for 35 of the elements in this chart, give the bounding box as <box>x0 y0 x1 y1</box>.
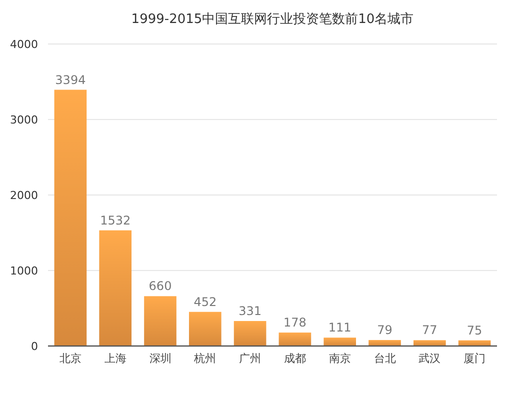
x-tick-label: 北京 <box>59 352 82 365</box>
x-tick-label: 南京 <box>328 352 351 365</box>
y-tick-label: 1000 <box>10 264 38 278</box>
data-label: 1532 <box>100 213 131 228</box>
data-label: 178 <box>283 316 306 330</box>
y-tick-label: 4000 <box>10 38 38 51</box>
x-tick-label: 杭州 <box>193 352 216 365</box>
x-tick-label: 武汉 <box>418 352 441 365</box>
y-tick-label: 3000 <box>10 113 38 126</box>
data-label: 331 <box>238 304 262 318</box>
data-label: 3394 <box>55 72 86 87</box>
bar <box>144 296 176 346</box>
data-label: 660 <box>148 279 172 294</box>
x-tick-label: 成都 <box>284 352 306 365</box>
data-label: 79 <box>377 323 392 338</box>
bar <box>234 321 266 346</box>
bar <box>278 332 312 346</box>
data-label: 75 <box>466 323 482 338</box>
data-label: 111 <box>328 320 352 335</box>
bar <box>413 340 446 346</box>
x-tick-label: 深圳 <box>149 352 172 365</box>
x-tick-label: 上海 <box>104 352 126 365</box>
data-label: 452 <box>194 294 217 309</box>
bar <box>368 340 401 346</box>
bar <box>54 90 87 346</box>
bar <box>99 230 132 346</box>
x-tick-label: 台北 <box>374 352 396 365</box>
chart-title: 1999-2015中国互联网行业投资笔数前10名城市 <box>131 12 414 27</box>
bar <box>324 338 356 346</box>
x-tick-label: 厦门 <box>464 352 486 365</box>
y-tick-label: 2000 <box>10 188 38 202</box>
x-tick-label: 广州 <box>239 352 262 365</box>
y-tick-label: 0 <box>31 340 38 353</box>
data-label: 77 <box>422 323 438 338</box>
bar <box>188 312 222 346</box>
